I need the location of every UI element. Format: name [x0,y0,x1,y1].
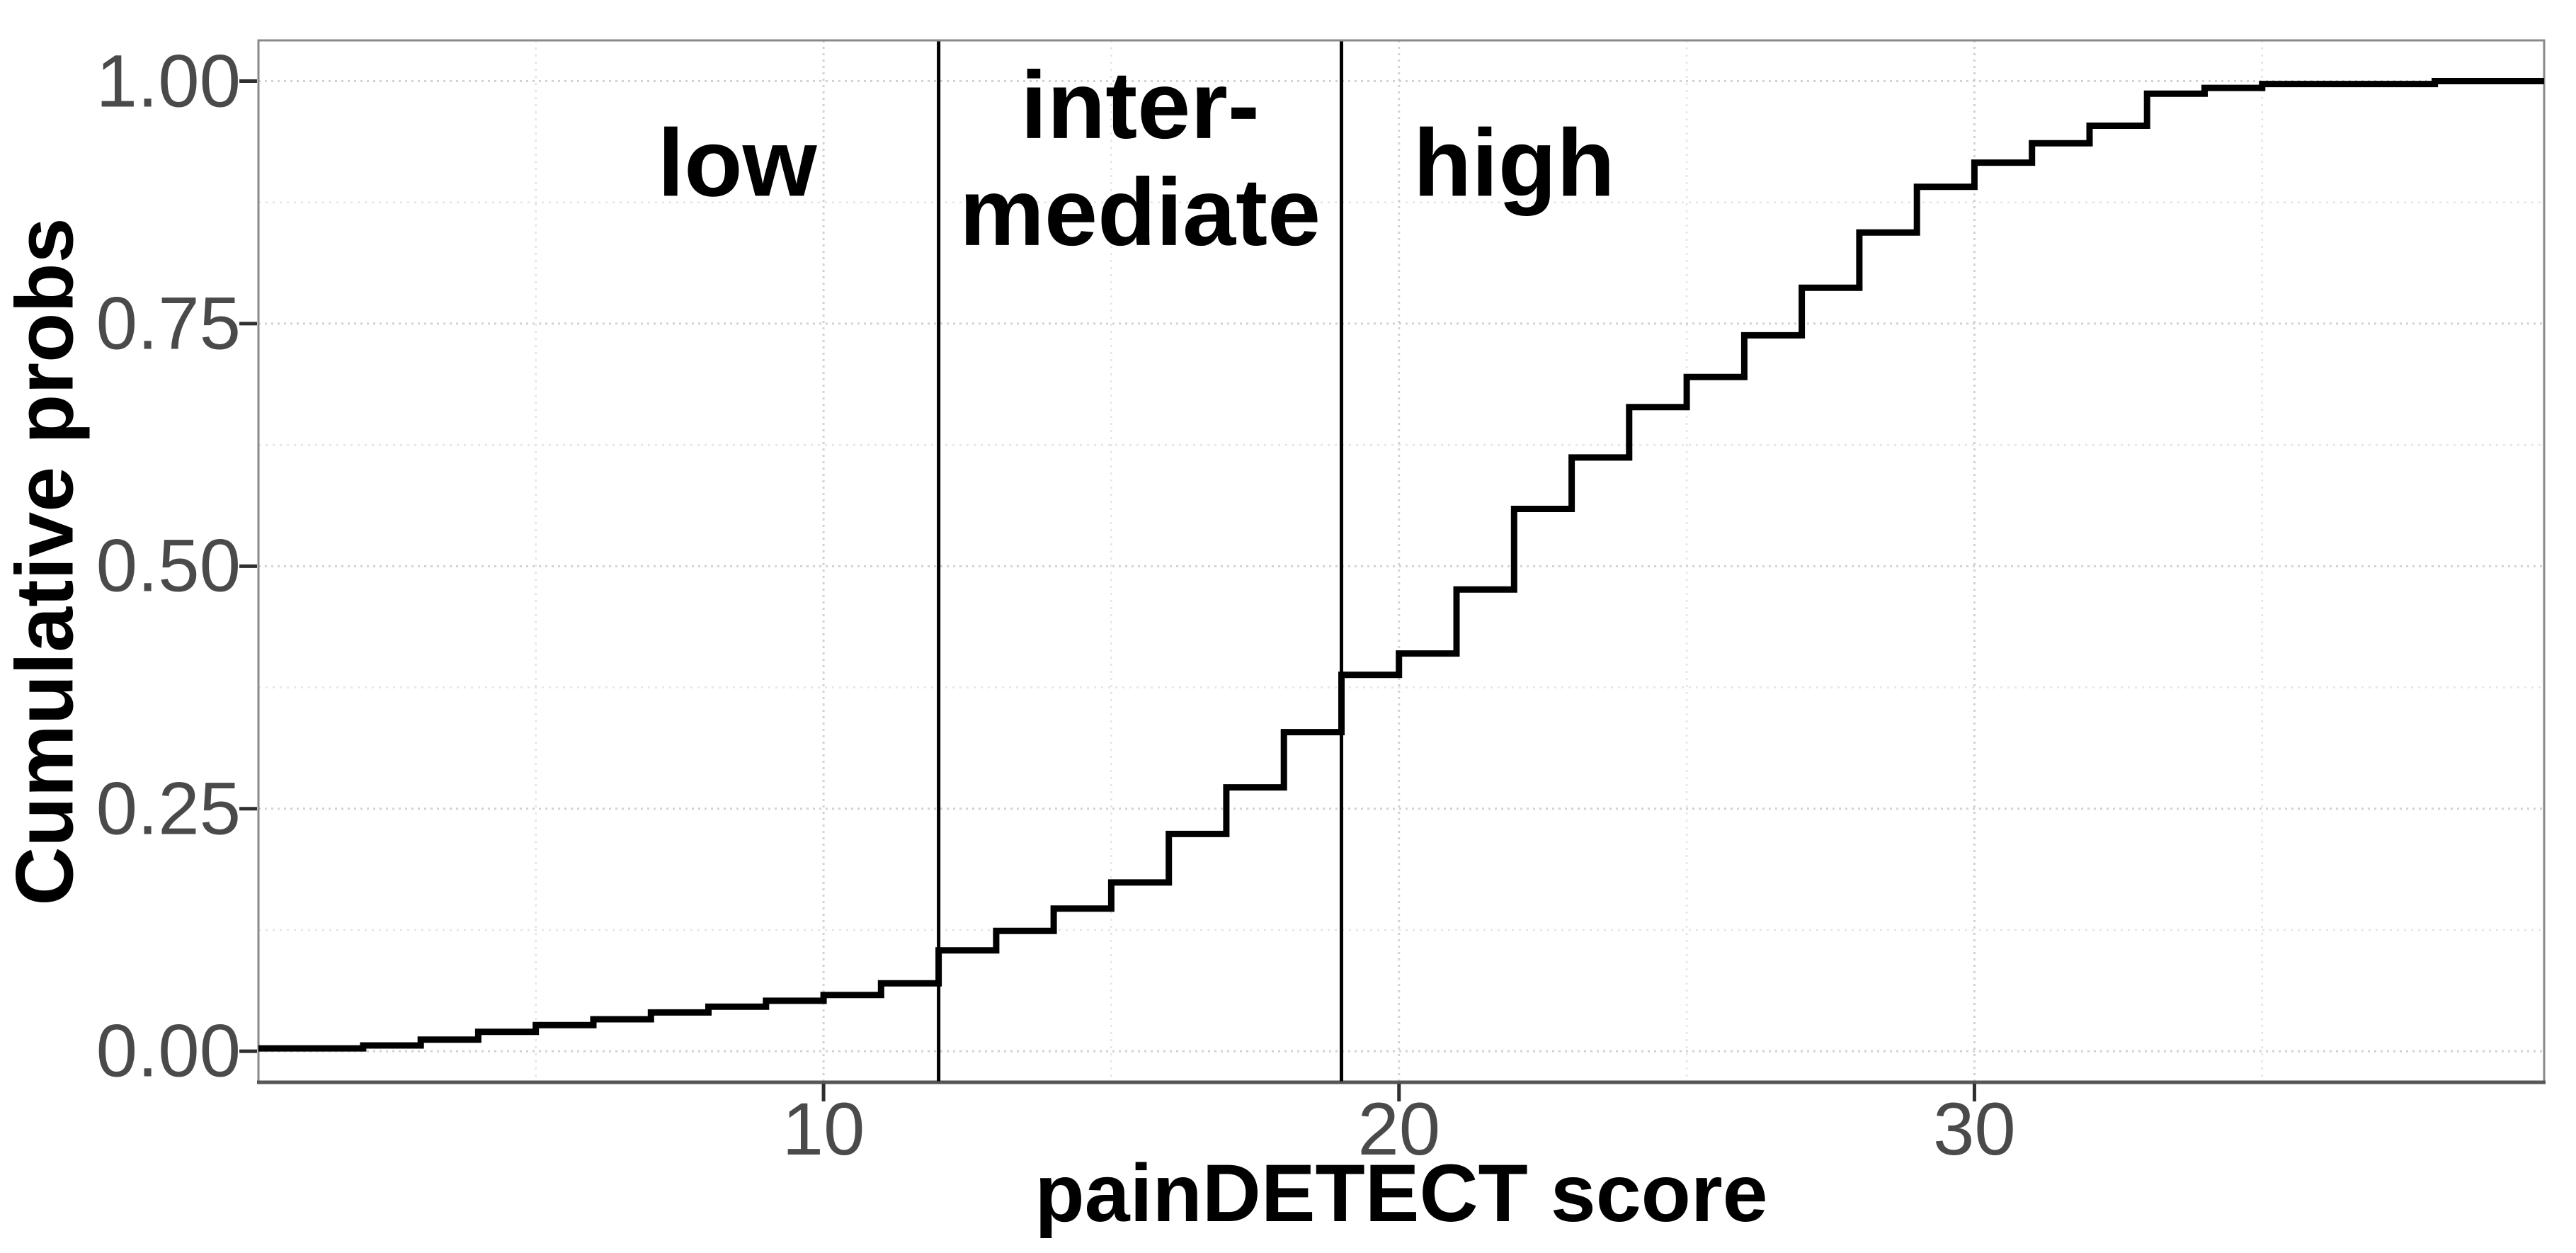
y-axis-title: Cumulative probs [0,217,91,906]
x-tick-label-20: 20 [1357,1088,1441,1171]
y-tick-label-0.00: 0.00 [96,1009,241,1093]
x-axis-title: painDETECT score [1035,1148,1768,1239]
y-tick-label-0.25: 0.25 [96,767,241,851]
x-tick-label-10: 10 [782,1088,865,1171]
region-label-intermediate: inter- mediate [959,51,1321,266]
region-label-low: low [657,108,817,216]
x-tick-label-30: 30 [1933,1088,2016,1171]
region-label-high: high [1413,108,1615,216]
ecdf-step-curve [258,78,2544,1052]
y-tick-label-0.75: 0.75 [96,282,241,365]
y-tick-label-0.50: 0.50 [96,524,241,608]
y-tick-label-1.00: 1.00 [96,40,241,123]
